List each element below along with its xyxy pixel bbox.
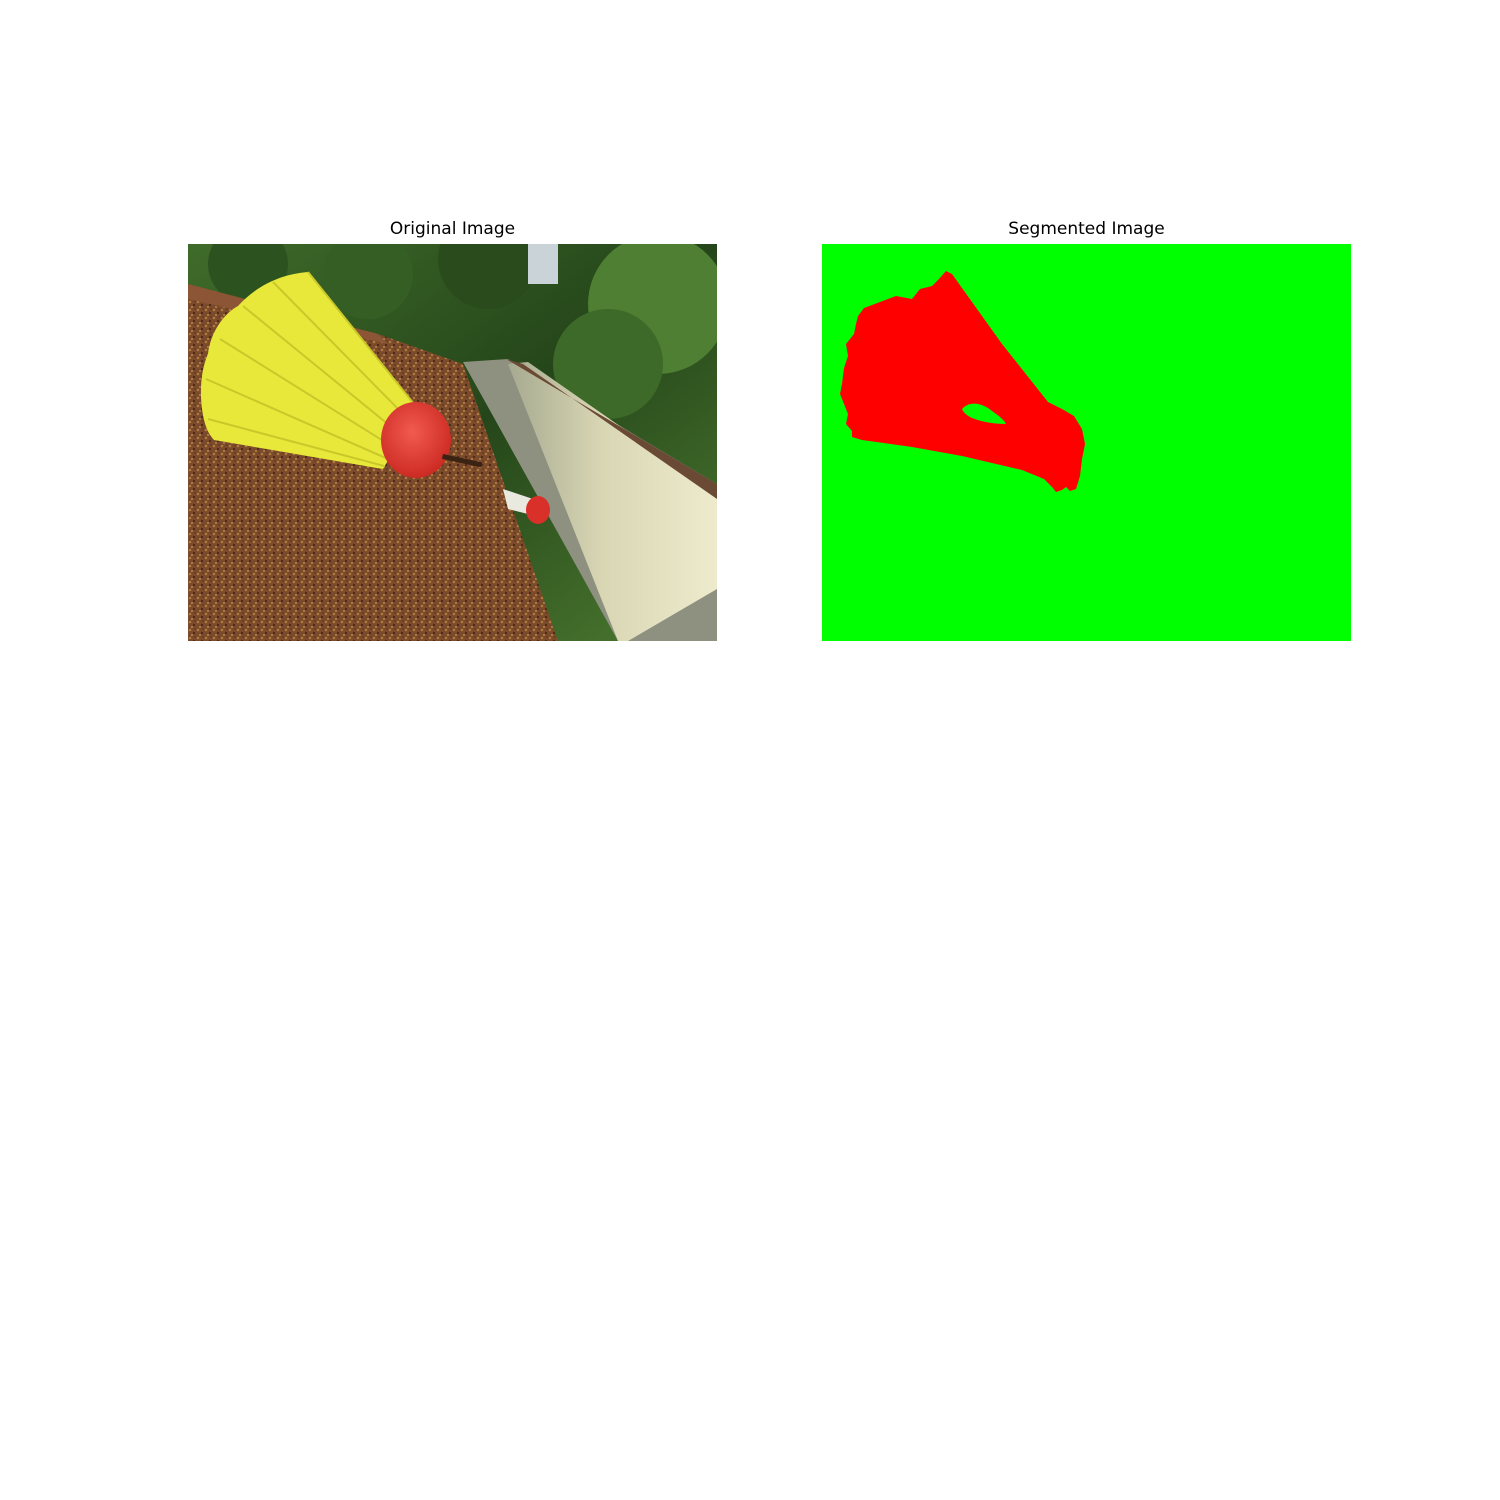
segmented-image-title: Segmented Image: [1008, 219, 1165, 239]
shuttlecock-skirt: [200, 272, 418, 469]
segment-foreground-mask: [840, 271, 1085, 492]
original-image-title: Original Image: [389, 219, 516, 239]
shuttlecock-cork: [381, 402, 451, 478]
segmented-image: [822, 244, 1351, 641]
original-image: [188, 244, 717, 641]
